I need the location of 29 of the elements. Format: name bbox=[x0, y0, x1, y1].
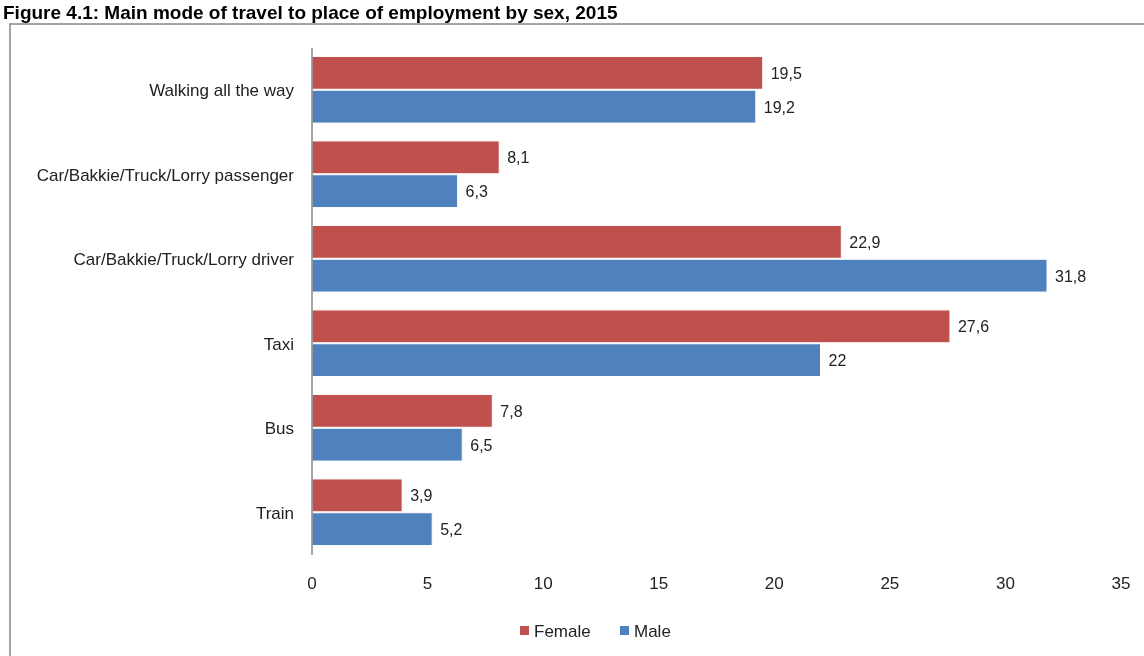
x-tick-label: 5 bbox=[422, 574, 433, 593]
chart-title: Figure 4.1: Main mode of travel to place of employment by sex, 2015 bbox=[3, 2, 618, 23]
data-label: 7,8 bbox=[500, 402, 523, 420]
y-tick-label: Train bbox=[255, 503, 294, 523]
x-tick-label: 10 bbox=[533, 574, 553, 593]
data-label: 19,5 bbox=[770, 64, 802, 82]
data-label: 6,5 bbox=[470, 436, 493, 454]
data-label: 31,8 bbox=[1055, 267, 1087, 285]
data-label: 6,3 bbox=[465, 183, 488, 201]
y-tick-label: Bus bbox=[264, 419, 294, 439]
legend-label: Female bbox=[534, 621, 591, 641]
x-tick-label: 35 bbox=[1111, 574, 1131, 593]
data-label: 27,6 bbox=[957, 318, 990, 336]
data-label: 22 bbox=[828, 352, 847, 370]
data-label: 22,9 bbox=[849, 233, 881, 251]
x-tick-label: 20 bbox=[764, 574, 784, 593]
data-label: 3,9 bbox=[410, 487, 433, 505]
x-tick-label: 15 bbox=[649, 574, 669, 593]
data-label: 5,2 bbox=[440, 521, 463, 539]
y-tick-label: Car/Bakkie/Truck/Lorry driver bbox=[73, 250, 295, 270]
data-label: 8,1 bbox=[507, 149, 530, 167]
data-label: 19,2 bbox=[763, 98, 796, 116]
y-tick-label: Car/Bakkie/Truck/Lorry passenger bbox=[36, 165, 295, 185]
y-tick-label: Taxi bbox=[263, 334, 294, 354]
x-tick-label: 0 bbox=[307, 574, 317, 593]
x-tick-label: 30 bbox=[995, 574, 1015, 593]
y-tick-label: Walking all the way bbox=[149, 81, 295, 101]
x-tick-label: 25 bbox=[880, 574, 900, 593]
legend-label: Male bbox=[634, 621, 671, 641]
